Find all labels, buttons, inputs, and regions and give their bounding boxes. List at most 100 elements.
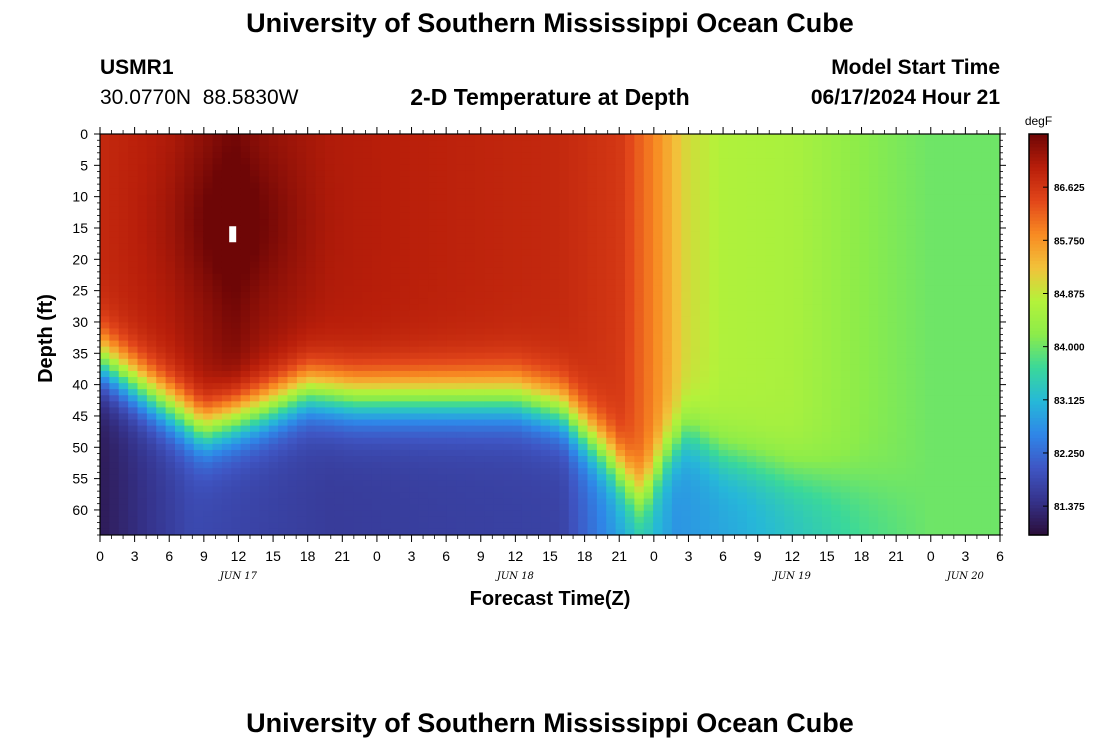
heatmap-cell bbox=[212, 182, 223, 190]
heatmap-cell bbox=[268, 522, 279, 530]
heatmap-cell bbox=[550, 449, 560, 457]
heatmap-cell bbox=[325, 431, 335, 439]
heatmap-cell bbox=[662, 522, 673, 530]
heatmap-cell bbox=[653, 225, 664, 232]
heatmap-cell bbox=[775, 273, 785, 281]
heatmap-cell bbox=[165, 225, 176, 232]
heatmap-cell bbox=[428, 146, 439, 153]
heatmap-cell bbox=[728, 206, 739, 214]
heatmap-cell bbox=[353, 352, 364, 360]
heatmap-cell bbox=[428, 383, 439, 390]
heatmap-cell bbox=[334, 328, 345, 336]
heatmap-cell bbox=[325, 285, 335, 293]
heatmap-cell bbox=[671, 219, 682, 226]
heatmap-cell bbox=[662, 328, 673, 336]
heatmap-cell bbox=[175, 304, 185, 311]
heatmap-cell bbox=[784, 267, 795, 275]
heatmap-cell bbox=[475, 528, 485, 535]
heatmap-cell bbox=[643, 377, 654, 384]
heatmap-cell bbox=[287, 279, 298, 287]
heatmap-cell bbox=[765, 225, 776, 232]
heatmap-cell bbox=[231, 389, 242, 396]
heatmap-cell bbox=[409, 443, 420, 451]
heatmap-cell bbox=[268, 528, 279, 535]
heatmap-cell bbox=[343, 261, 354, 269]
heatmap-cell bbox=[325, 279, 335, 287]
heatmap-cell bbox=[728, 249, 739, 257]
heatmap-cell bbox=[728, 462, 739, 469]
heatmap-cell bbox=[700, 340, 710, 348]
heatmap-cell bbox=[334, 498, 345, 506]
heatmap-cell bbox=[446, 164, 457, 172]
heatmap-cell bbox=[446, 322, 457, 330]
heatmap-cell bbox=[287, 395, 298, 402]
heatmap-cell bbox=[718, 340, 729, 348]
heatmap-cell bbox=[315, 492, 326, 500]
heatmap-cell bbox=[250, 200, 260, 208]
heatmap-cell bbox=[390, 237, 401, 244]
heatmap-cell bbox=[278, 364, 289, 372]
heatmap-cell bbox=[418, 437, 429, 445]
heatmap-cell bbox=[428, 431, 439, 439]
heatmap-cell bbox=[278, 395, 289, 402]
heatmap-cell bbox=[296, 182, 307, 190]
heatmap-cell bbox=[793, 510, 804, 518]
heatmap-cell bbox=[681, 206, 692, 214]
heatmap-cell bbox=[728, 352, 739, 360]
heatmap-cell bbox=[353, 152, 364, 159]
heatmap-cell bbox=[250, 134, 260, 141]
heatmap-cell bbox=[325, 474, 335, 481]
heatmap-cell bbox=[437, 498, 448, 506]
heatmap-cell bbox=[118, 449, 129, 457]
heatmap-cell bbox=[493, 528, 504, 535]
heatmap-cell bbox=[606, 389, 617, 396]
heatmap-cell bbox=[390, 340, 401, 348]
heatmap-cell bbox=[353, 468, 364, 475]
heatmap-cell bbox=[784, 443, 795, 451]
heatmap-cell bbox=[259, 504, 270, 512]
heatmap-cell bbox=[746, 261, 757, 269]
heatmap-cell bbox=[578, 261, 589, 269]
heatmap-cell bbox=[765, 164, 776, 172]
heatmap-cell bbox=[221, 237, 232, 244]
heatmap-cell bbox=[109, 340, 120, 348]
heatmap-cell bbox=[118, 200, 129, 208]
heatmap-cell bbox=[343, 310, 354, 317]
heatmap-cell bbox=[137, 188, 148, 196]
heatmap-cell bbox=[475, 182, 485, 190]
heatmap-cell bbox=[681, 146, 692, 153]
heatmap-cell bbox=[296, 425, 307, 433]
heatmap-cell bbox=[118, 298, 129, 305]
heatmap-cell bbox=[428, 243, 439, 251]
heatmap-cell bbox=[746, 510, 757, 518]
heatmap-cell bbox=[259, 134, 270, 141]
heatmap-cell bbox=[353, 383, 364, 390]
heatmap-cell bbox=[475, 237, 485, 244]
heatmap-cell bbox=[231, 188, 242, 196]
heatmap-cell bbox=[343, 413, 354, 421]
heatmap-cell bbox=[175, 182, 185, 190]
heatmap-cell bbox=[250, 267, 260, 275]
heatmap-cell bbox=[240, 389, 251, 396]
heatmap-cell bbox=[165, 298, 176, 305]
heatmap-cell bbox=[578, 328, 589, 336]
heatmap-cell bbox=[325, 401, 335, 409]
heatmap-cell bbox=[606, 413, 617, 421]
heatmap-cell bbox=[596, 255, 607, 263]
heatmap-cell bbox=[746, 370, 757, 378]
heatmap-cell bbox=[165, 516, 176, 524]
heatmap-cell bbox=[315, 352, 326, 360]
heatmap-cell bbox=[765, 407, 776, 415]
heatmap-cell bbox=[409, 164, 420, 172]
heatmap-cell bbox=[728, 182, 739, 190]
heatmap-cell bbox=[662, 364, 673, 372]
heatmap-cell bbox=[437, 225, 448, 232]
heatmap-cell bbox=[587, 480, 598, 487]
heatmap-cell bbox=[550, 334, 560, 342]
heatmap-cell bbox=[634, 462, 645, 469]
heatmap-cell bbox=[100, 279, 110, 287]
heatmap-cell bbox=[456, 176, 467, 184]
heatmap-cell bbox=[268, 352, 279, 360]
heatmap-cell bbox=[287, 212, 298, 220]
heatmap-cell bbox=[728, 334, 739, 342]
